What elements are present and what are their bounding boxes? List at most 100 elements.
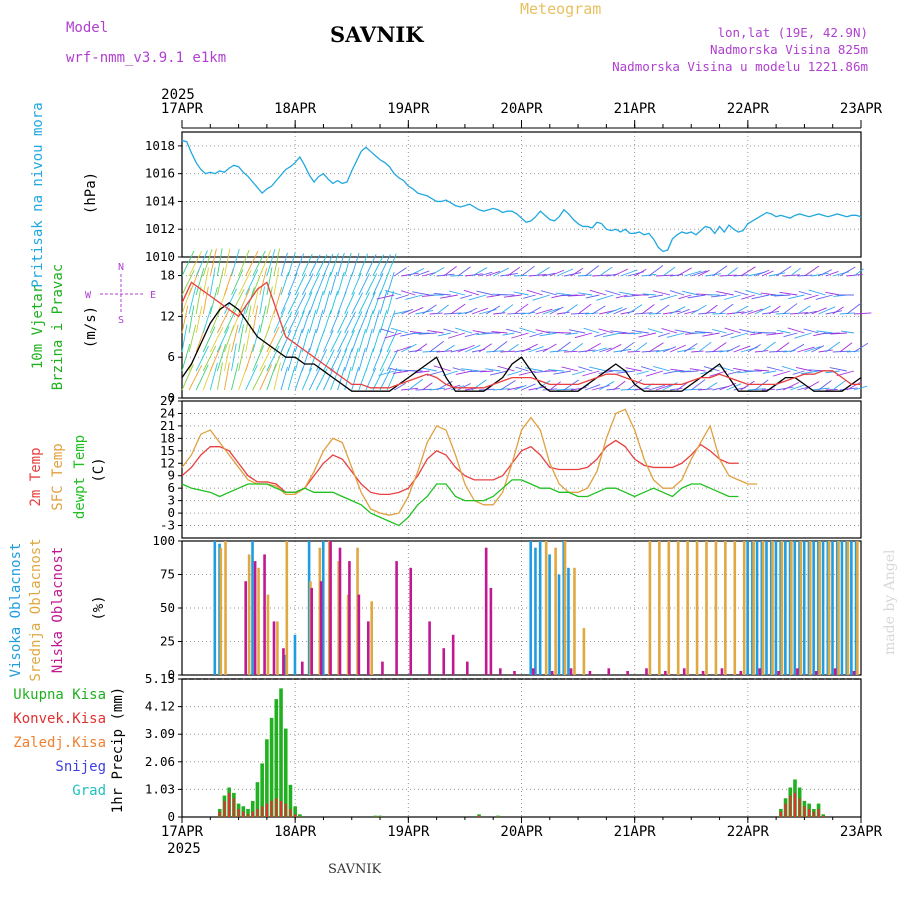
wind-arrow (323, 272, 332, 296)
compass-s: S (118, 315, 124, 326)
wind-arrow (655, 304, 670, 315)
y-tick-label-precip: 1.03 (145, 781, 175, 796)
wind-arrow (781, 365, 798, 372)
y-tick-label-precip: 5.15 (145, 671, 175, 686)
cloud-bar-0 (793, 541, 797, 675)
cloud-bar-1 (780, 541, 784, 675)
wind-arrow (853, 342, 869, 353)
precip-bar-1 (284, 803, 287, 817)
wind-arrow (418, 332, 437, 335)
precip-bar-1 (242, 811, 245, 817)
wind-arrow (660, 294, 678, 301)
wind-arrow (372, 309, 380, 334)
wind-arrow (841, 330, 854, 334)
credit-watermark: made by Angel (882, 549, 898, 656)
wind-arrow (829, 367, 847, 372)
wind-arrow (599, 266, 613, 277)
wind-arrow (365, 328, 373, 353)
wind-arrow (754, 369, 770, 372)
wind-arrow (825, 370, 840, 374)
cloud-bar-1 (309, 581, 312, 675)
wind-arrow (747, 308, 763, 315)
wind-arrow (392, 370, 409, 374)
wind-arrow (577, 303, 592, 315)
precip-bar-0 (255, 782, 260, 817)
wind-arrow (500, 380, 516, 391)
wind-arrow (505, 328, 522, 334)
wind-arrow (740, 380, 755, 391)
y-tick-label-wind: 6 (167, 349, 175, 364)
wind-arrow (280, 272, 290, 296)
precip-legend-item: Ukupna Kisa (13, 687, 106, 703)
cloud-bar-1 (648, 541, 652, 675)
wind-arrow (535, 348, 548, 353)
wind-arrow (726, 267, 739, 277)
wind-arrow (821, 332, 840, 335)
wind-arrow (394, 345, 412, 353)
wind-arrow (853, 312, 872, 315)
wind-arrow (216, 248, 223, 277)
cloud-bar-1 (827, 541, 831, 675)
wind-arrow (502, 332, 515, 336)
wind-arrow (245, 364, 258, 391)
wind-arrow (694, 330, 713, 334)
wind-arrow (712, 265, 728, 277)
wind-arrow (447, 332, 466, 339)
precip-bar-1 (279, 800, 283, 817)
wind-arrow (259, 305, 267, 334)
precip-bar-0 (496, 815, 500, 817)
y-tick-label-pressure: 1018 (145, 138, 175, 153)
wind-arrow (698, 341, 712, 353)
time-label-bottom: 23APR (840, 824, 883, 840)
wind-arrow (273, 267, 280, 296)
wind-arrow (754, 350, 769, 353)
series-line-pressure-0 (181, 139, 862, 253)
wind-arrow (478, 343, 492, 353)
cloud-bar-1 (257, 567, 260, 675)
precip-legend-item: Grad (72, 783, 106, 799)
precip-bar-1 (265, 803, 268, 817)
wind-arrow (613, 268, 629, 277)
wind-arrow (429, 340, 445, 353)
wind-arrow (337, 330, 349, 353)
wind-arrow (273, 326, 287, 353)
wind-arrow (351, 347, 359, 372)
wind-arrow (606, 388, 620, 391)
wind-arrow (216, 267, 225, 296)
wind-arrow (570, 312, 590, 315)
cloud-bar-0 (765, 541, 768, 675)
wind-arrow (344, 311, 356, 334)
cloud-bar-2 (310, 587, 314, 675)
time-label-top: 20APR (500, 101, 543, 117)
y-tick-label-wind: 18 (160, 268, 175, 283)
y-tick-label-precip: 3.09 (145, 726, 175, 741)
wind-arrow (273, 362, 281, 391)
wind-arrow (315, 290, 324, 315)
wind-arrow (529, 332, 543, 338)
wind-arrow (427, 330, 444, 334)
wind-arrow (486, 350, 504, 353)
y-tick-label-precip: 4.12 (145, 699, 175, 714)
cloud-bar-0 (812, 541, 815, 675)
precip-bar-0 (821, 814, 826, 817)
cloud-bar-1 (582, 628, 586, 675)
wind-arrow (698, 388, 713, 391)
wind-arrow (661, 327, 678, 334)
wind-arrow (751, 294, 770, 300)
wind-arrow (662, 266, 676, 277)
wind-arrow (684, 388, 703, 391)
cloud-bar-2 (701, 670, 705, 675)
wind-arrow (652, 290, 671, 296)
footer-station: SAVNIK (328, 862, 382, 877)
precip-bar-1 (298, 816, 301, 817)
wind-arrow (567, 294, 586, 297)
wind-arrow (678, 294, 692, 300)
wind-arrow (280, 291, 292, 315)
cloud-bar-1 (276, 621, 279, 675)
wind-arrow (379, 272, 389, 296)
wind-arrow (455, 370, 473, 375)
cloud-bar-1 (705, 541, 708, 675)
wind-arrow (351, 311, 363, 334)
wind-arrow (585, 384, 601, 391)
wind-arrow (563, 272, 582, 277)
